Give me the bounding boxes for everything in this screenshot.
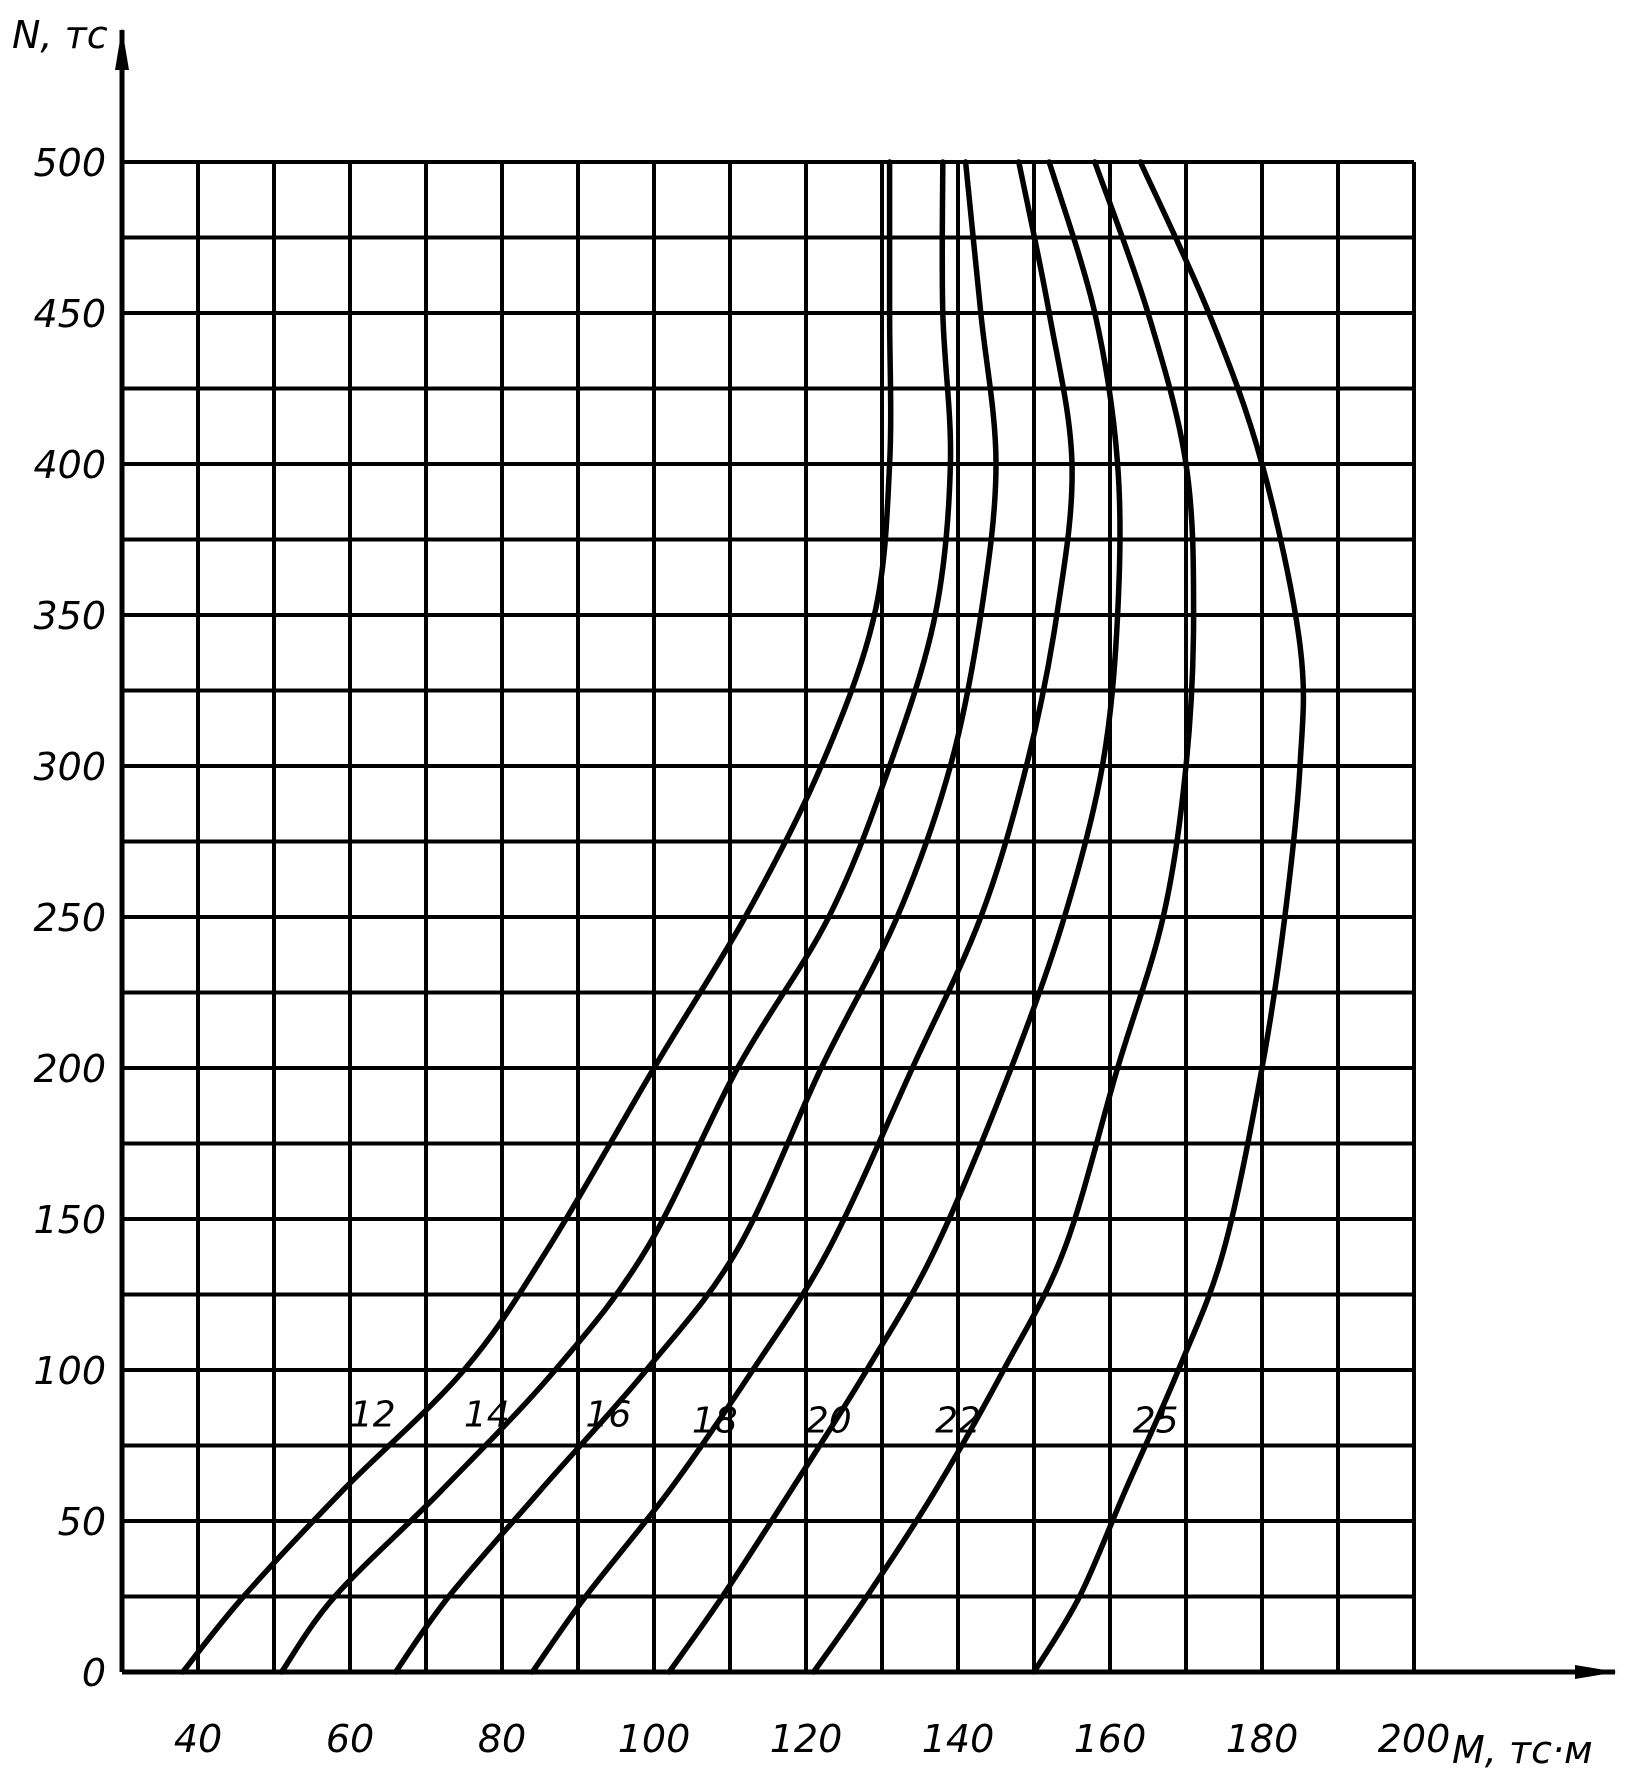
x-tick-label: 140 bbox=[922, 1717, 995, 1761]
x-axis-label: M, тс·м bbox=[1452, 1728, 1593, 1772]
y-tick-label: 500 bbox=[33, 141, 106, 185]
series-line-22 bbox=[810, 159, 1197, 1675]
x-tick-label: 40 bbox=[174, 1717, 222, 1761]
curve-label: 16 bbox=[585, 1394, 631, 1435]
grid bbox=[122, 160, 1416, 1672]
y-tick-label: 200 bbox=[33, 1047, 106, 1091]
series-line-14 bbox=[278, 159, 954, 1675]
series-line-18 bbox=[529, 159, 1075, 1675]
axes bbox=[115, 28, 1617, 1679]
tick-labels: 40 60 80 100 120 140 160 180 200 0 50 100 150 200 250 3… bbox=[33, 141, 1450, 1761]
y-axis-arrow bbox=[115, 28, 129, 70]
curve-label: 25 bbox=[1133, 1400, 1179, 1441]
curve-label: 20 bbox=[806, 1400, 852, 1441]
y-tick-label: 150 bbox=[33, 1198, 106, 1242]
y-tick-label: 0 bbox=[82, 1651, 106, 1695]
series-line-12 bbox=[180, 159, 894, 1675]
y-tick-label: 300 bbox=[33, 745, 106, 789]
curve-label: 12 bbox=[350, 1394, 396, 1435]
y-axis-label: N, тс bbox=[12, 13, 108, 57]
y-tick-label: 250 bbox=[33, 896, 106, 940]
y-tick-label: 450 bbox=[33, 292, 106, 336]
x-tick-label: 160 bbox=[1074, 1717, 1147, 1761]
curve-label: 22 bbox=[935, 1400, 981, 1441]
x-tick-label: 120 bbox=[770, 1717, 843, 1761]
x-tick-label: 200 bbox=[1378, 1717, 1451, 1761]
series-line-25 bbox=[1031, 159, 1307, 1675]
x-tick-label: 180 bbox=[1226, 1717, 1299, 1761]
x-axis-arrow bbox=[1575, 1665, 1617, 1679]
x-tick-label: 100 bbox=[618, 1717, 691, 1761]
curves bbox=[180, 159, 1307, 1675]
y-tick-label: 50 bbox=[58, 1500, 106, 1544]
y-tick-label: 400 bbox=[33, 443, 106, 487]
x-tick-label: 60 bbox=[326, 1717, 374, 1761]
series-line-16 bbox=[392, 159, 999, 1675]
curve-label: 18 bbox=[692, 1400, 738, 1441]
y-tick-label: 350 bbox=[33, 594, 106, 638]
x-tick-label: 80 bbox=[478, 1717, 526, 1761]
y-tick-label: 100 bbox=[33, 1349, 106, 1393]
curve-labels: 12 14 16 18 20 22 25 bbox=[350, 1394, 1179, 1441]
curve-label: 14 bbox=[464, 1394, 510, 1435]
series-line-20 bbox=[666, 159, 1123, 1675]
